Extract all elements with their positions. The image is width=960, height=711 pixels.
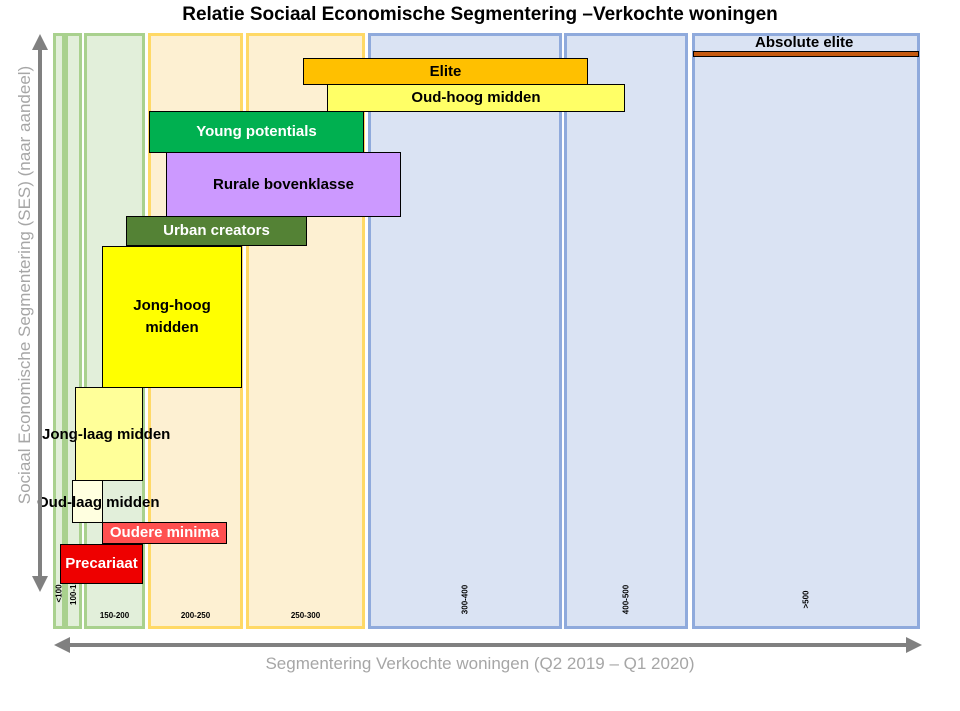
segment-label: Oudere minima	[109, 524, 220, 542]
column-label: 150-200	[99, 611, 130, 620]
segment-label: Rurale bovenklasse	[213, 175, 354, 193]
column-250-300: 250-300	[246, 33, 365, 629]
segment-label: Oud-hoog midden	[411, 89, 541, 107]
column-label: 200-250	[180, 611, 211, 620]
segment-label: Precariaat	[65, 555, 138, 573]
diagram-title: Relatie Sociaal Economische Segmentering…	[182, 4, 778, 25]
segment-label-absolute-elite: Absolute elite	[755, 34, 854, 51]
column-label: <100	[54, 584, 64, 603]
x-axis-arrow	[54, 637, 922, 653]
segment-oud-laag-midden	[72, 480, 103, 523]
column-label: 400-500	[621, 584, 631, 615]
segment-jong-hoog-midden: Jong-hoog midden	[102, 246, 242, 388]
segment-oudere-minima: Oudere minima	[102, 522, 227, 544]
segment-elite: Elite	[303, 58, 588, 85]
y-axis-label: Sociaal Economische Segmentering (SES) (…	[15, 65, 34, 505]
segment-label-jong-laag-midden: Jong-laag midden	[42, 426, 171, 443]
segment-label: Jong-hoog midden	[133, 297, 211, 336]
segment-absolute-elite	[693, 51, 919, 57]
segment-jong-laag-midden	[75, 387, 143, 481]
column-gt500: >500	[692, 33, 920, 629]
segment-young-potentials: Young potentials	[149, 111, 364, 153]
column-label: >500	[801, 590, 811, 609]
column-100-150: 100-150	[65, 33, 82, 629]
segment-precariaat: Precariaat	[60, 544, 143, 584]
column-label: 100-150	[69, 575, 78, 605]
column-300-400: 300-400	[368, 33, 562, 629]
column-400-500: 400-500	[564, 33, 688, 629]
segment-label: Urban creators	[163, 222, 270, 240]
segment-label: Young potentials	[196, 123, 317, 141]
segment-urban-creators: Urban creators	[126, 216, 307, 246]
segment-label-oud-laag-midden: Oud-laag midden	[37, 494, 160, 511]
column-label: 250-300	[290, 611, 321, 620]
x-axis-label: Segmentering Verkochte woningen (Q2 2019…	[265, 654, 695, 673]
segment-rurale-bovenklasse: Rurale bovenklasse	[166, 152, 401, 217]
segment-oud-hoog-midden: Oud-hoog midden	[327, 84, 625, 112]
segment-label: Elite	[429, 62, 462, 80]
column-lt100: <100	[53, 33, 65, 629]
